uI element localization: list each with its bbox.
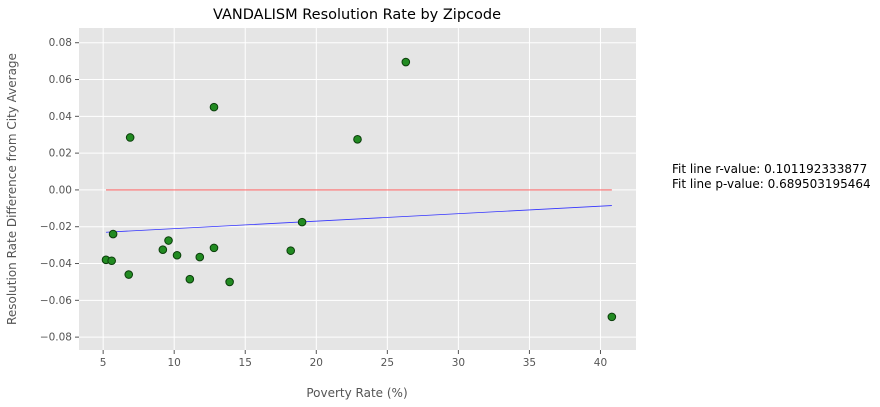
data-points [101,57,617,322]
fit-r-value: Fit line r-value: 0.101192333877 [672,162,868,176]
y-tick-label: −0.08 [40,332,72,344]
data-point [195,252,205,262]
data-point [209,243,219,253]
y-axis-ticks: −0.08 −0.06 −0.04 −0.02 0.00 0.02 0.04 0.06 0.08 [40,37,79,344]
x-tick-label: 40 [594,357,607,369]
y-tick-label: −0.02 [40,221,72,233]
data-point [107,256,116,266]
data-point [209,102,219,112]
data-point [225,277,234,287]
x-tick-label: 15 [239,357,252,369]
y-tick-label: 0.02 [49,148,72,160]
chart-title: VANDALISM Resolution Rate by Zipcode [213,7,501,23]
x-axis-ticks: 5 10 15 20 25 30 35 40 [100,350,607,369]
x-tick-label: 25 [381,357,394,369]
data-point [353,135,362,144]
data-point [164,236,173,245]
y-tick-label: 0.00 [49,184,72,196]
fit-line [105,205,612,233]
data-point [108,229,118,239]
data-point [185,274,195,284]
data-point [124,270,134,279]
chart-lines [105,189,612,233]
x-tick-label: 20 [310,357,323,369]
fit-p-value: Fit line p-value: 0.689503195464 [672,177,871,191]
y-tick-label: −0.06 [40,295,72,307]
y-tick-label: 0.04 [49,111,73,123]
y-tick-label: 0.08 [49,37,72,49]
y-tick-label: 0.06 [49,74,73,86]
data-point [607,312,617,322]
x-tick-label: 30 [452,357,465,369]
data-point [286,246,296,255]
data-point [297,217,307,227]
y-tick-label: −0.04 [40,258,72,270]
plot-background [79,28,636,350]
x-axis-label: Poverty Rate (%) [306,386,407,400]
fit-statistics: Fit line r-value: 0.101192333877 Fit lin… [672,162,871,192]
x-tick-label: 10 [168,357,181,369]
data-point [401,57,411,67]
data-point [158,245,168,255]
x-tick-label: 5 [100,357,107,369]
data-point [172,250,182,260]
y-axis-label: Resolution Rate Difference from City Ave… [5,53,19,325]
data-point [125,133,135,142]
x-tick-label: 35 [523,357,536,369]
